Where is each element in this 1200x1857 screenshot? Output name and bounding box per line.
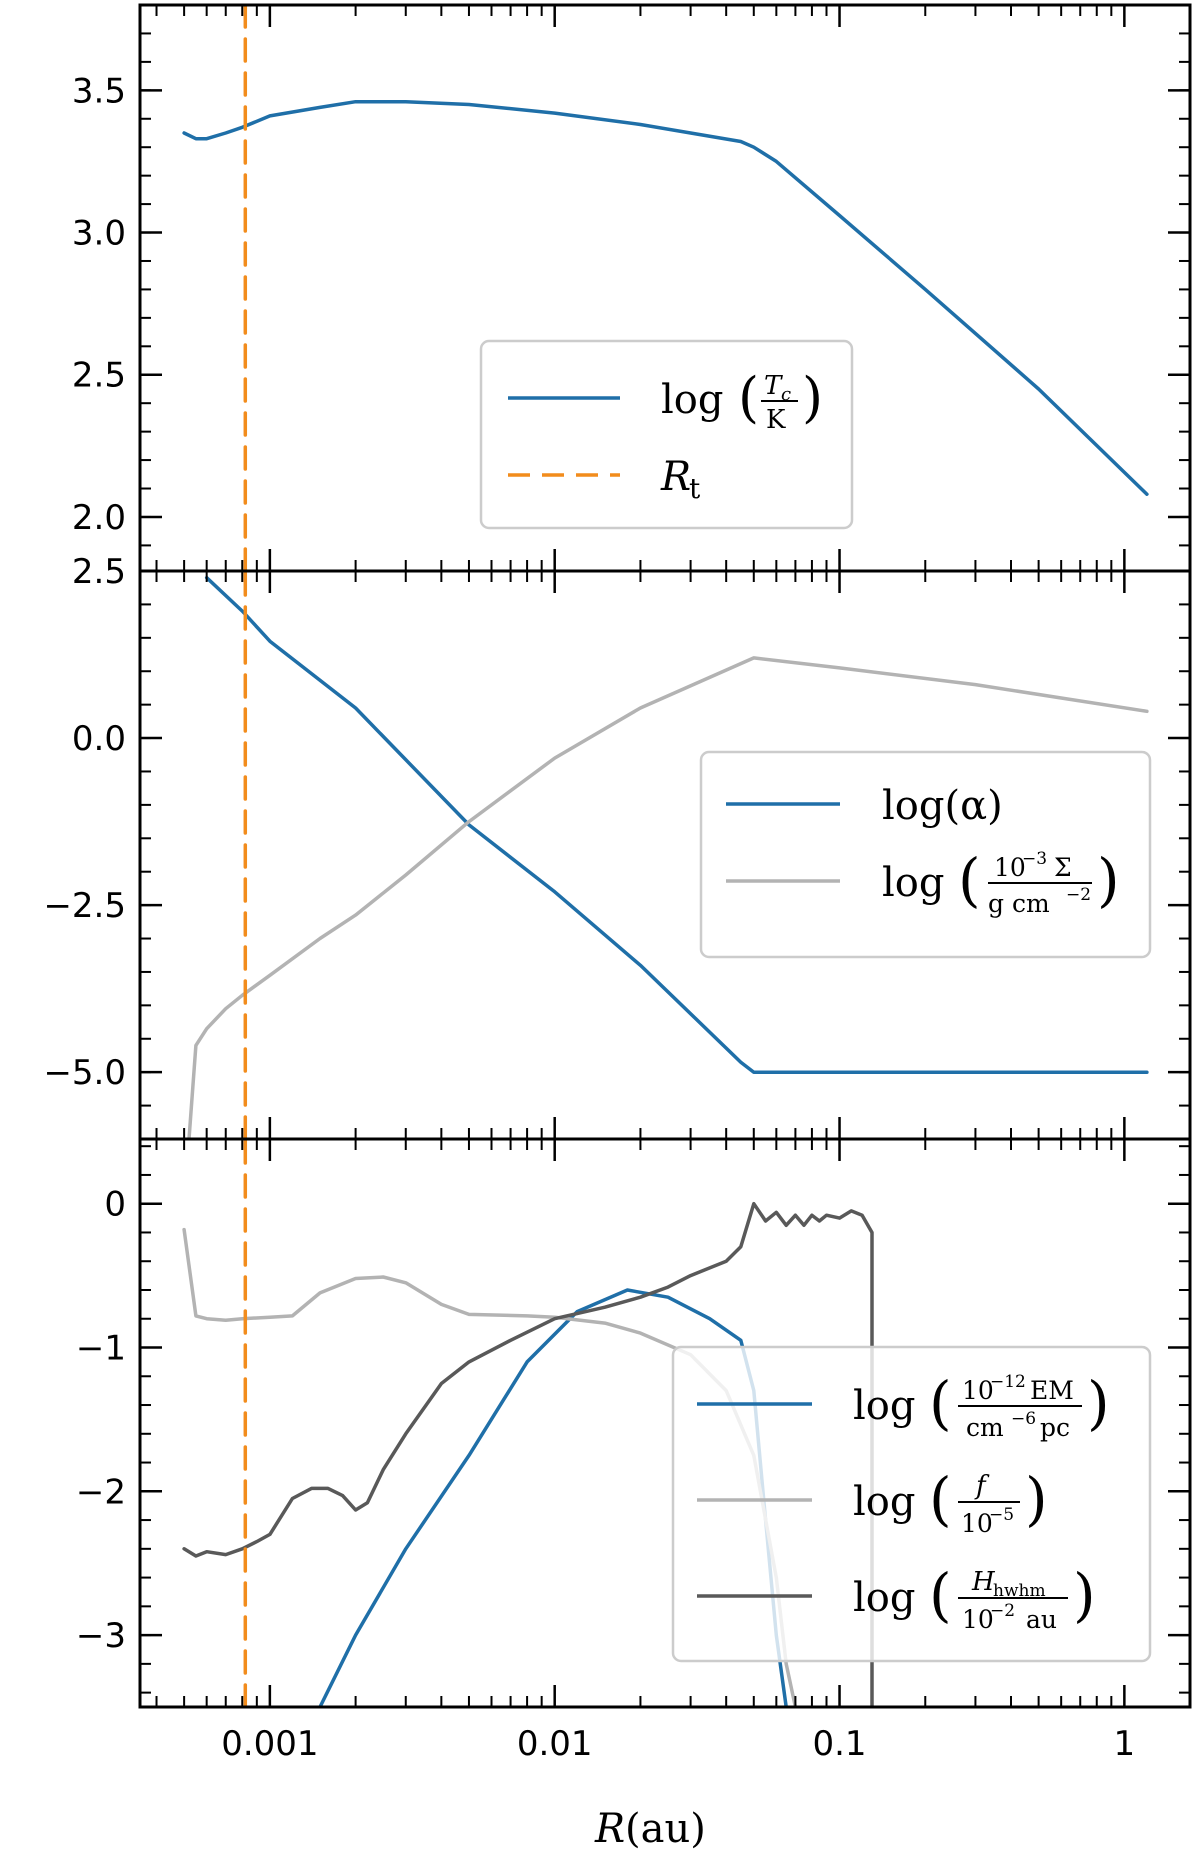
panel-temperature: log ( T c K ) R t 2.0 2.5 3.0 3.5 <box>72 3 1192 573</box>
legend-paren-right: ) <box>1025 1465 1048 1533</box>
legend-frac-den-sup-f: −5 <box>989 1505 1014 1525</box>
x-tick-label: 0.001 <box>221 1724 318 1764</box>
legend-bottom: log ( 10 −12 EM cm −6 pc ) log ( f 10 −5… <box>671 1345 1152 1663</box>
legend-frac-num-sup-em: −12 <box>990 1372 1026 1392</box>
y-tick-label: 0.0 <box>72 719 126 759</box>
legend-paren-left: ( <box>958 846 981 914</box>
legend-frac-den-em: cm <box>966 1413 1004 1442</box>
legend-frame <box>671 1345 1152 1663</box>
legend-frac-den-f: 10 <box>961 1509 993 1538</box>
legend-label-tc: log <box>661 377 723 423</box>
x-tick-label: 0.1 <box>812 1724 866 1764</box>
y-tick-label: −5.0 <box>43 1053 126 1093</box>
x-axis-label-var: R <box>594 1806 625 1852</box>
legend-top: log ( T c K ) R t <box>479 339 854 530</box>
legend-paren-left: ( <box>929 1561 952 1629</box>
legend-label-h: log <box>853 1575 915 1621</box>
legend-frame <box>479 339 854 530</box>
y-tick-label: 2.5 <box>72 552 126 592</box>
legend-frac-num-sub-tc: c <box>781 384 791 405</box>
legend-frac-den-sigma: g cm <box>988 889 1050 918</box>
series-line-curve-0 <box>182 99 1149 496</box>
x-tick-labels: 0.001 0.01 0.1 1 <box>221 1724 1135 1764</box>
series-layer-top <box>182 5 1149 571</box>
y-tick-label: 3.5 <box>72 71 126 111</box>
legend-frac-den-sup-h: −2 <box>990 1601 1015 1621</box>
y-tick-label: −3 <box>76 1616 126 1656</box>
legend-frac-num-h: H <box>971 1567 996 1597</box>
panel-em-f-h: log ( 10 −12 EM cm −6 pc ) log ( f 10 −5… <box>76 1137 1192 1709</box>
legend-label-rt-sub: t <box>689 472 701 505</box>
legend-frac-num-sub-h: hwhm <box>993 1581 1046 1601</box>
legend-label-sigma: log <box>882 860 944 906</box>
legend-frac-den-sup-em: −6 <box>1011 1409 1036 1429</box>
legend-paren-right: ) <box>1073 1561 1096 1629</box>
y-tick-label: 3.0 <box>72 214 126 254</box>
legend-paren-left: ( <box>929 1369 952 1437</box>
legend-frac-num-sup-sigma: −3 <box>1022 849 1047 869</box>
ticks-middle <box>140 569 1190 1140</box>
series-line-curve-0 <box>204 575 1149 1074</box>
y-tick-label: −2 <box>76 1472 126 1512</box>
legend-frac-den-tail-em: pc <box>1040 1413 1070 1442</box>
panel-frame-bottom <box>138 1137 1192 1709</box>
legend-label-em: log <box>853 1383 915 1429</box>
legend-frac-den-tail-h: au <box>1026 1605 1057 1634</box>
legend-frac-num-em: 10 <box>962 1376 994 1405</box>
legend-label-alpha: log(α) <box>882 783 1003 829</box>
legend-paren-right: ) <box>1097 846 1120 914</box>
x-axis-label-unit: (au) <box>625 1806 706 1852</box>
series-line-curve-1 <box>187 656 1149 1139</box>
legend-frac-num-tail-sigma: Σ <box>1054 853 1072 882</box>
legend-frac-den-tc: K <box>766 405 786 435</box>
legend-frac-den-h: 10 <box>962 1605 994 1634</box>
legend-label-f: log <box>853 1479 915 1525</box>
ticks-top <box>140 4 1190 571</box>
y-tick-label: 2.5 <box>72 356 126 396</box>
legend-frac-num-sigma: 10 <box>994 853 1026 882</box>
y-tick-label: 0 <box>104 1185 126 1225</box>
x-tick-label: 1 <box>1114 1724 1136 1764</box>
ticks-bottom <box>140 1139 1190 1707</box>
legend-paren-left: ( <box>929 1465 952 1533</box>
legend-frac-num-tail-em: EM <box>1030 1376 1074 1405</box>
panel-alpha-sigma: log(α) log ( 10 −3 Σ g cm −2 ) −5.0 −2.5 0… <box>43 552 1192 1141</box>
legend-frac-den-sup-sigma: −2 <box>1066 885 1091 905</box>
series-layer-middle <box>187 571 1149 1139</box>
y-tick-label: −2.5 <box>43 886 126 926</box>
legend-frac-num-tc: T <box>764 371 783 401</box>
legend-label-rt: R <box>660 454 691 500</box>
series-line-curve-2 <box>182 1201 874 1707</box>
y-tick-label: 2.0 <box>72 498 126 538</box>
legend-paren-right: ) <box>802 366 823 429</box>
legend-middle: log(α) log ( 10 −3 Σ g cm −2 ) <box>699 750 1152 959</box>
x-tick-label: 0.01 <box>517 1724 593 1764</box>
y-tick-label: −1 <box>76 1329 126 1369</box>
legend-paren-right: ) <box>1087 1369 1110 1437</box>
legend-paren-left: ( <box>738 366 759 429</box>
